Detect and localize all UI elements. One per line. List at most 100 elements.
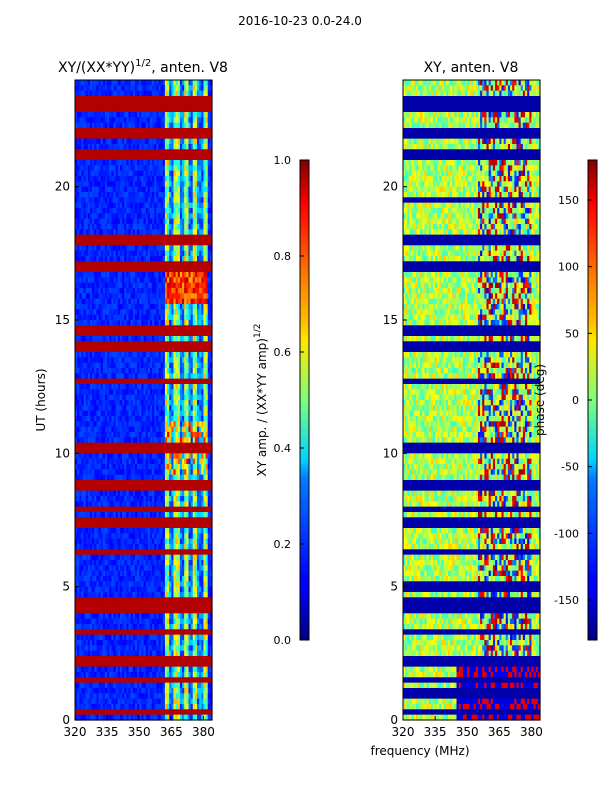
heatmap-cell <box>107 117 110 124</box>
heatmap-cell <box>145 288 149 294</box>
heatmap-cell <box>173 309 177 316</box>
heatmap-cell <box>169 298 172 305</box>
heatmap-cell <box>115 197 119 204</box>
heatmap-cell <box>158 336 162 342</box>
heatmap-cell <box>141 378 145 385</box>
heatmap-cell <box>122 186 125 193</box>
heatmap-cell <box>184 298 187 305</box>
heatmap-cell <box>175 368 179 374</box>
heatmap-cell <box>119 314 123 321</box>
heatmap-cell <box>207 298 211 305</box>
heatmap-cell <box>205 485 209 492</box>
heatmap-cell <box>94 112 98 118</box>
heatmap-cell <box>111 288 115 294</box>
heatmap-cell <box>141 229 145 236</box>
heatmap-cell <box>89 266 93 273</box>
heatmap-cell <box>182 272 185 278</box>
heatmap-cell <box>111 314 115 321</box>
heatmap-cell <box>143 224 147 230</box>
heatmap-cell <box>207 218 211 225</box>
heatmap-cell <box>190 421 194 428</box>
heatmap-cell <box>79 368 83 374</box>
heatmap-cell <box>139 453 142 460</box>
heatmap-cell <box>164 320 168 326</box>
heatmap-cell <box>111 122 115 129</box>
heatmap-cell <box>209 480 213 486</box>
heatmap-cell <box>160 405 164 412</box>
heatmap-cell <box>104 362 108 369</box>
heatmap-cell <box>98 261 102 268</box>
heatmap-cell <box>207 341 211 348</box>
heatmap-cell <box>203 197 207 204</box>
heatmap-cell <box>98 298 102 305</box>
heatmap-cell <box>152 176 155 182</box>
heatmap-cell <box>192 122 196 129</box>
heatmap-cell <box>81 181 85 188</box>
heatmap-cell <box>194 272 198 278</box>
heatmap-cell <box>190 96 194 102</box>
heatmap-cell <box>87 314 91 321</box>
heatmap-cell <box>190 293 194 300</box>
heatmap-cell <box>143 106 147 113</box>
heatmap-cell <box>81 85 85 92</box>
heatmap-cell <box>186 368 190 374</box>
heatmap-cell <box>192 282 196 289</box>
heatmap-cell <box>122 421 125 428</box>
heatmap-cell <box>171 138 175 145</box>
heatmap-cell <box>147 357 151 364</box>
heatmap-cell <box>81 304 85 310</box>
heatmap-cell <box>100 464 104 470</box>
heatmap-cell <box>182 341 185 348</box>
heatmap-cell <box>96 154 100 161</box>
heatmap-cell <box>81 234 85 241</box>
heatmap-cell <box>126 117 130 124</box>
heatmap-cell <box>128 416 132 422</box>
heatmap-cell <box>173 165 177 172</box>
heatmap-cell <box>141 362 145 369</box>
heatmap-cell <box>147 309 151 316</box>
heatmap-cell <box>152 448 155 454</box>
heatmap-cell <box>122 250 125 257</box>
heatmap-cell <box>132 330 136 337</box>
heatmap-cell <box>162 192 166 198</box>
heatmap-cell <box>126 282 130 289</box>
heatmap-cell <box>186 277 190 284</box>
heatmap-cell <box>104 485 108 492</box>
heatmap-cell <box>171 490 175 497</box>
heatmap-cell <box>77 298 80 305</box>
heatmap-cell <box>207 170 211 177</box>
heatmap-cell <box>149 442 153 449</box>
heatmap-cell <box>145 133 149 140</box>
heatmap-cell <box>152 112 155 118</box>
heatmap-cell <box>137 384 140 390</box>
heatmap-cell <box>117 245 121 252</box>
heatmap-cell <box>184 160 187 166</box>
heatmap-cell <box>137 352 140 358</box>
heatmap-cell <box>83 362 87 369</box>
heatmap-cell <box>175 442 179 449</box>
heatmap-cell <box>104 368 108 374</box>
heatmap-cell <box>199 325 202 332</box>
heatmap-cell <box>81 496 85 502</box>
heatmap-cell <box>83 330 87 337</box>
heatmap-cell <box>115 85 119 92</box>
heatmap-cell <box>98 357 102 364</box>
heatmap-cell <box>197 309 200 316</box>
heatmap-cell <box>190 298 194 305</box>
heatmap-cell <box>117 341 121 348</box>
heatmap-cell <box>205 261 209 268</box>
heatmap-cell <box>197 346 200 353</box>
heatmap-cell <box>104 149 108 156</box>
heatmap-cell <box>109 224 112 230</box>
heatmap-cell <box>77 405 80 412</box>
heatmap-cell <box>119 122 123 129</box>
heatmap-cell <box>179 144 183 150</box>
heatmap-cell <box>186 240 190 246</box>
heatmap-cell <box>124 490 127 497</box>
heatmap-cell <box>113 341 117 348</box>
heatmap-cell <box>171 298 175 305</box>
heatmap-cell <box>75 165 78 172</box>
heatmap-cell <box>173 288 177 294</box>
heatmap-cell <box>207 362 211 369</box>
heatmap-cell <box>77 416 80 422</box>
